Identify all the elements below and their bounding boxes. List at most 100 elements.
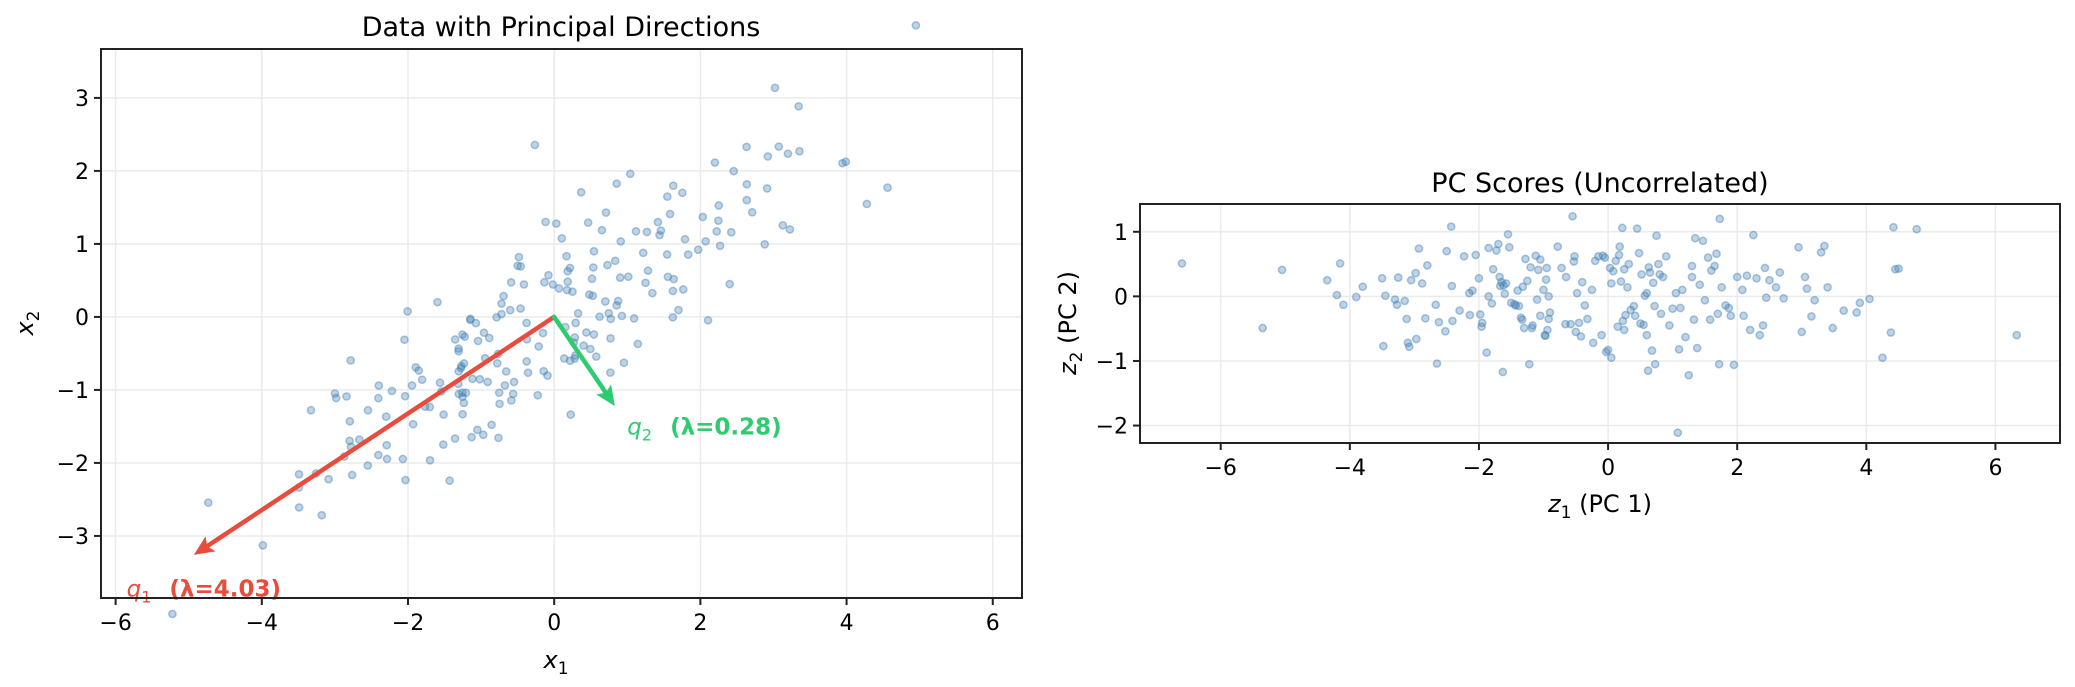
data-point (1820, 241, 1829, 251)
data-point (1684, 370, 1694, 380)
data-point (1521, 254, 1530, 264)
data-point (1687, 272, 1697, 282)
data-point (665, 209, 675, 219)
data-point (459, 398, 469, 408)
data-point (1539, 285, 1548, 295)
data-point (1652, 231, 1661, 241)
data-point (1477, 322, 1486, 332)
data-point (1828, 323, 1838, 333)
data-point (1504, 242, 1514, 252)
data-point (1629, 301, 1639, 311)
data-point (589, 246, 599, 256)
data-point (1339, 300, 1348, 310)
arrow-label-q2: q2 (λ=0.28) (627, 414, 781, 444)
x-tick-label: 0 (547, 611, 561, 636)
data-point (539, 366, 549, 376)
data-point (461, 388, 471, 398)
data-point (331, 393, 341, 403)
data-point (1614, 250, 1624, 260)
data-point (633, 339, 643, 349)
data-point (407, 381, 417, 390)
data-point (1406, 275, 1416, 285)
data-point (1393, 273, 1403, 282)
data-point (1404, 342, 1414, 352)
data-point (591, 352, 601, 361)
data-point (1492, 246, 1501, 255)
data-point (458, 330, 467, 339)
data-point (616, 237, 626, 246)
data-point (1632, 224, 1642, 233)
data-point (373, 393, 383, 403)
data-point (454, 344, 463, 353)
data-point (1894, 264, 1903, 273)
data-point (1779, 293, 1789, 303)
data-point (1594, 251, 1603, 261)
data-point (1498, 367, 1508, 377)
data-point (346, 356, 356, 365)
data-point (382, 454, 392, 464)
data-point (713, 216, 723, 226)
data-point (625, 169, 635, 179)
data-point (606, 314, 616, 324)
data-point (387, 386, 397, 396)
data-point (663, 272, 673, 282)
data-point (1771, 282, 1781, 292)
data-point (1642, 330, 1652, 340)
data-point (1431, 300, 1441, 310)
data-point (631, 226, 641, 236)
data-point (588, 263, 598, 272)
y-tick-label: −1 (57, 379, 89, 404)
data-point (838, 158, 847, 168)
data-point (619, 358, 629, 368)
data-point (499, 291, 508, 301)
data-point (509, 377, 519, 387)
data-point (1493, 239, 1503, 249)
data-point (1572, 288, 1582, 298)
left-axes-frame (100, 48, 1023, 599)
data-point (1615, 242, 1625, 251)
data-point (571, 318, 581, 328)
x-tick-label: 2 (693, 611, 707, 636)
x-tick-label: −4 (1334, 456, 1366, 481)
data-point (381, 412, 391, 421)
data-point (1742, 271, 1752, 281)
data-point (1800, 272, 1810, 282)
data-point (551, 219, 561, 228)
data-point (770, 83, 780, 93)
data-point (1878, 353, 1887, 363)
data-point (1665, 321, 1674, 330)
data-point (324, 474, 333, 484)
data-point (1619, 325, 1629, 335)
y-tick-label: 0 (1114, 285, 1128, 310)
data-point (454, 346, 463, 356)
data-point (1654, 259, 1663, 269)
data-point (1446, 222, 1456, 231)
left-ticks: −6 −4 −2 0 2 4 6 −3 −2 −1 0 1 2 3 (57, 87, 1000, 636)
data-point (445, 476, 454, 485)
data-point (1606, 353, 1616, 363)
data-point (774, 142, 784, 151)
data-point (492, 312, 501, 322)
y-tick-label: 2 (75, 160, 89, 185)
data-point (1432, 359, 1442, 368)
data-point (534, 342, 544, 351)
data-point (1422, 261, 1432, 270)
data-point (505, 305, 515, 315)
data-point (1687, 261, 1697, 271)
data-point (203, 498, 213, 508)
data-point (1495, 272, 1504, 282)
data-point (1540, 330, 1550, 340)
data-point (680, 234, 690, 244)
data-point (582, 328, 591, 337)
data-point (1571, 327, 1581, 337)
data-point (1400, 296, 1410, 306)
data-point (726, 227, 736, 237)
data-point (1712, 249, 1721, 259)
data-point (1459, 251, 1469, 261)
data-point (330, 389, 340, 398)
data-point (1513, 286, 1523, 295)
data-point (540, 277, 549, 287)
data-point (1500, 289, 1510, 299)
data-point (1471, 250, 1481, 260)
data-point (612, 179, 622, 189)
